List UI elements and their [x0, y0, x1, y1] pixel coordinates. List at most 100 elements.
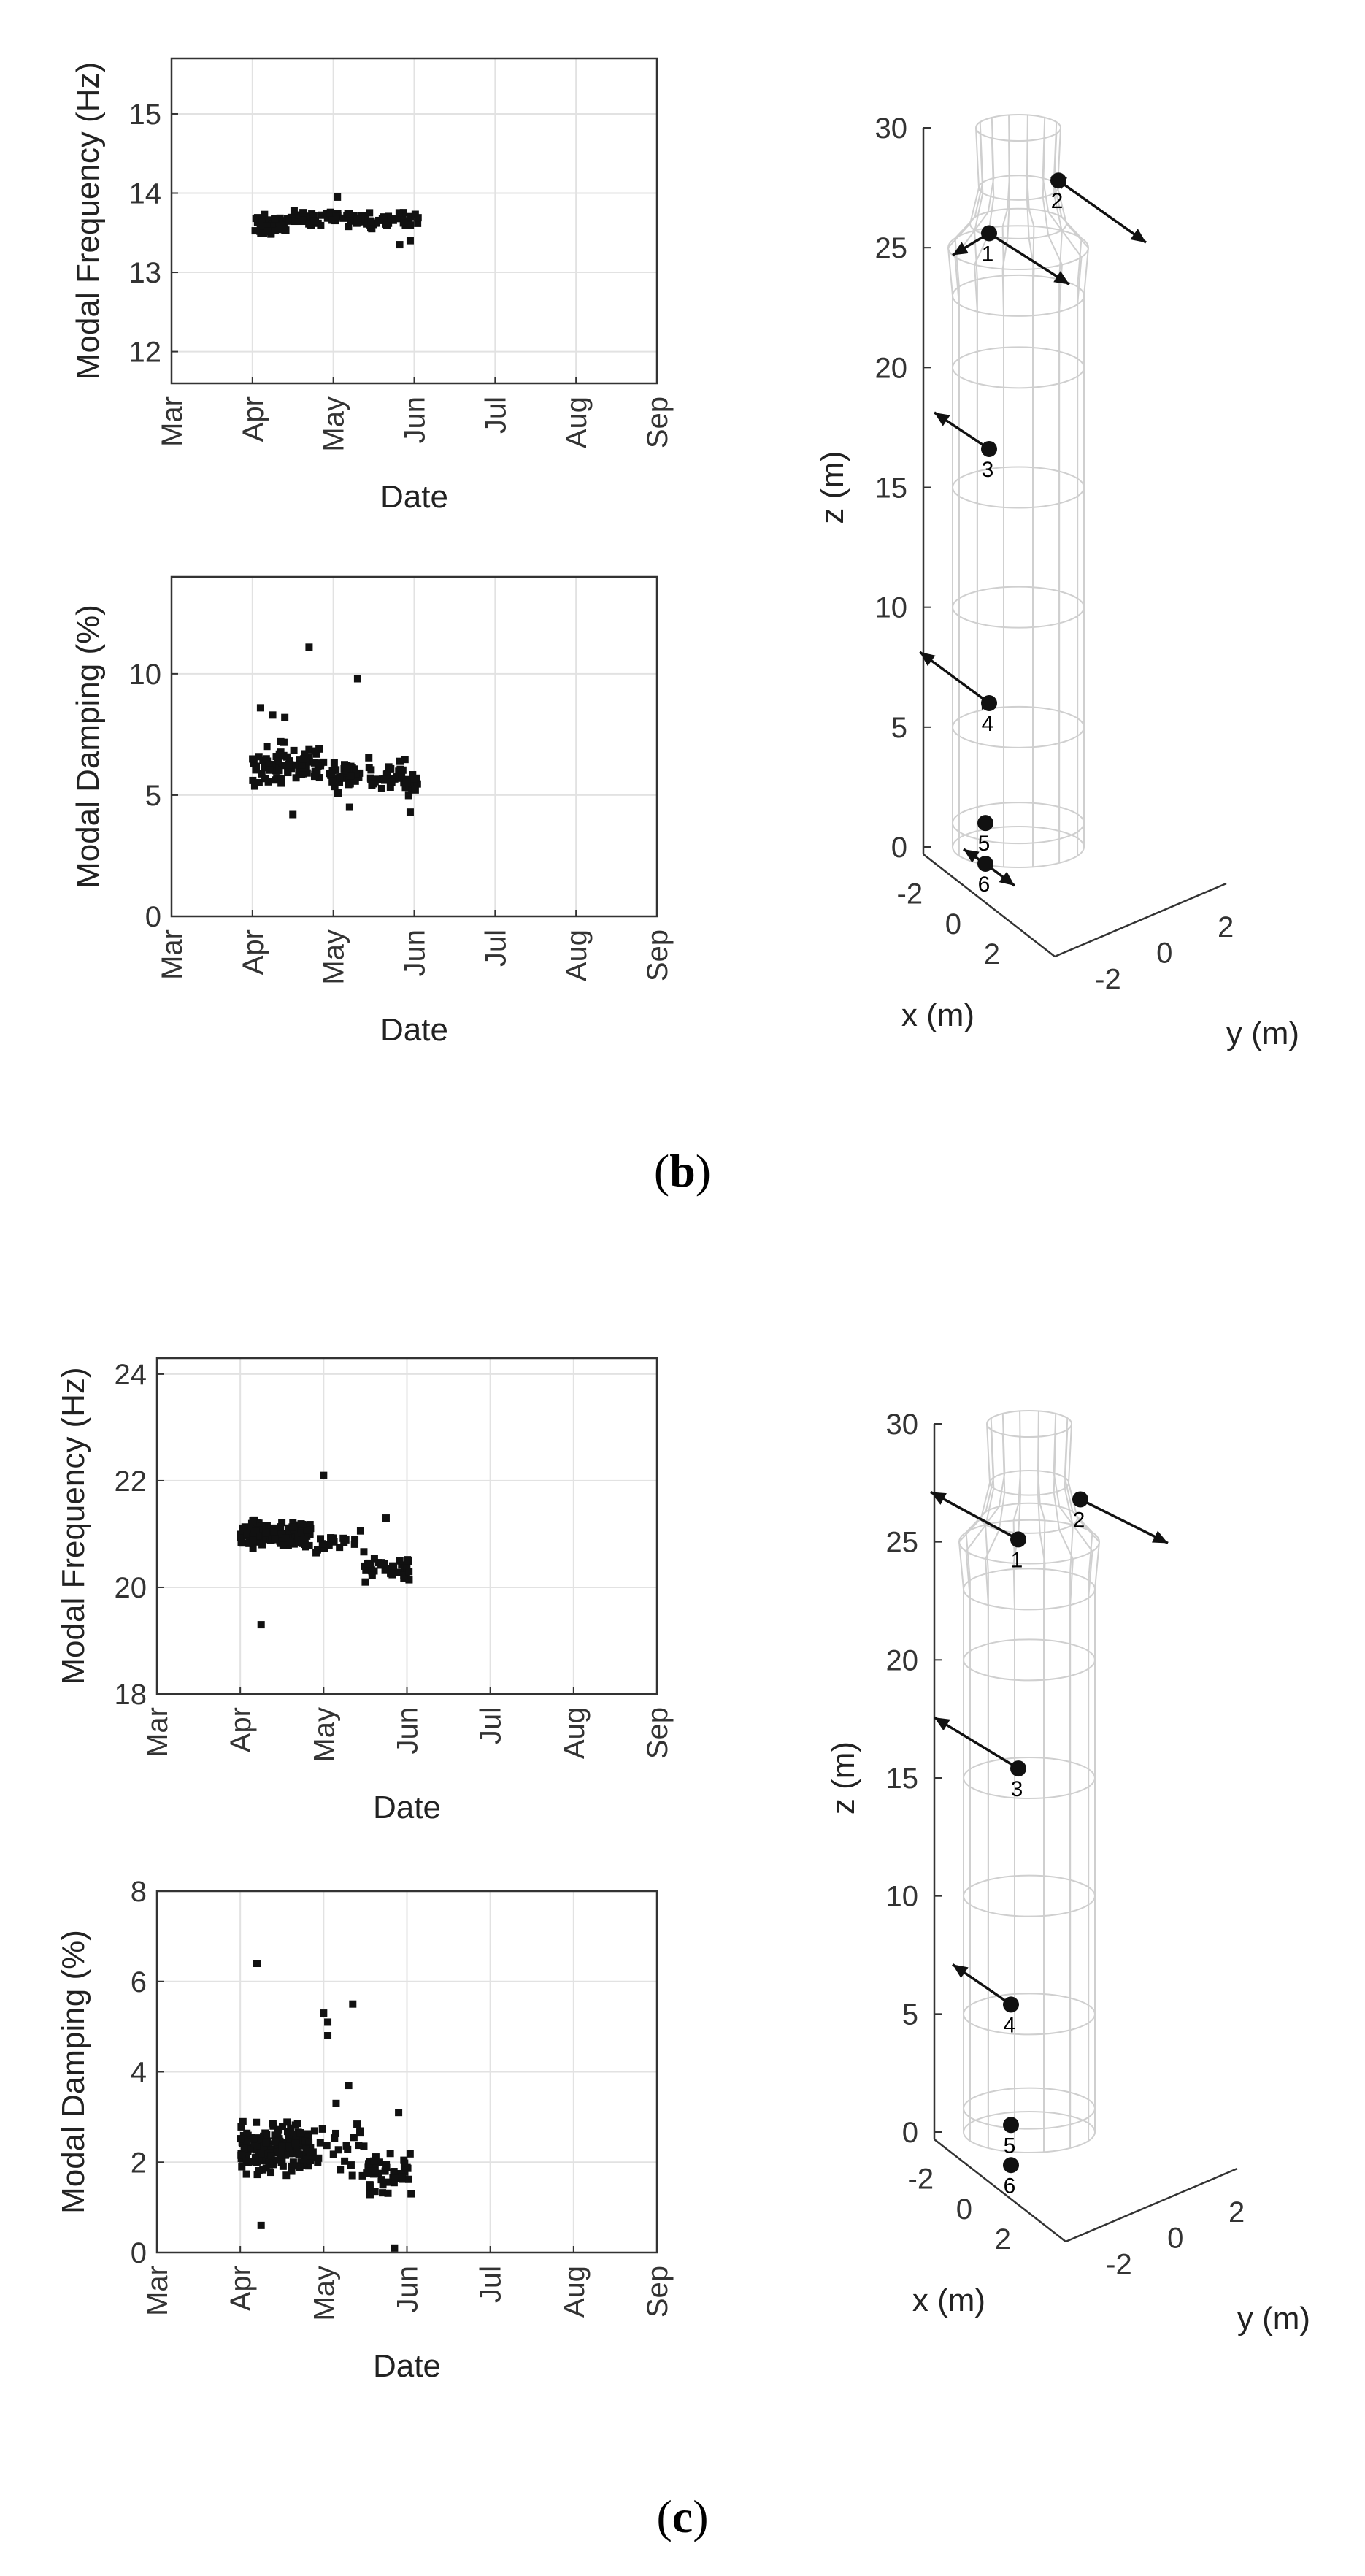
panel-b-damping-data-point — [386, 783, 394, 791]
panel-c-damping-data-point — [360, 2142, 368, 2150]
panel-c-frequency-data-point — [339, 1534, 347, 1542]
panel-c-damping-data-point — [366, 2190, 374, 2199]
panel-c-damping-data-point — [266, 2161, 274, 2169]
panel-b-frequency-xtick-label-jun: Jun — [399, 396, 431, 444]
panel-b-frequency-data-point — [334, 212, 342, 221]
panel-c-frequency-data-point — [278, 1519, 286, 1527]
panel-c-damping-xtick-label-sep: Sep — [642, 2266, 674, 2318]
panel-b-frequency-data-point — [309, 212, 318, 220]
panel-b-damping-data-point — [296, 756, 304, 764]
panel-c-frequency-data-point — [249, 1517, 257, 1525]
panel-b-frequency-ytick-label: 14 — [129, 178, 162, 210]
panel-c-damping-data-point — [309, 2148, 317, 2156]
panel-c-damping-data-point — [337, 2166, 345, 2174]
panel-b-y-tick-label: 0 — [1156, 938, 1172, 970]
panel-c-damping-data-point — [267, 2152, 275, 2160]
panel-b-frequency-data-point — [290, 207, 298, 215]
panel-c-damping-data-point — [345, 2082, 353, 2090]
panel-b-frequency-data-point — [395, 209, 403, 217]
panel-b-damping-data-point — [330, 759, 338, 767]
panel-c-y-axis-line — [1065, 2167, 1238, 2243]
panel-c-damping-data-point — [250, 2135, 258, 2143]
panel-b-damping-data-point — [409, 771, 417, 779]
panel-b-frequency-ytick-label: 15 — [129, 99, 162, 131]
panel-b-damping-ytick-label: 10 — [129, 659, 162, 691]
panel-c-damping-data-point — [293, 2144, 301, 2153]
panel-c-damping-data-point — [391, 2174, 399, 2182]
panel-c-frequency-data-point — [396, 1557, 404, 1565]
panel-c-frequency-data-point — [360, 1548, 368, 1556]
panel-c-damping-data-point — [401, 2159, 409, 2167]
panel-b-frequency-data-point — [280, 223, 288, 231]
panel-c-damping-data-point — [246, 2144, 254, 2152]
panel-b-frequency-data-point — [323, 214, 331, 222]
panel-c-frequency-chart: Mar Apr May Jun Jul Aug Sep 18 20 22 24 Date Modal F… — [55, 1357, 674, 1825]
panel-b-x-axis-label: x (m) — [901, 997, 974, 1033]
panel-c-y-axis-label: y (m) — [1237, 2301, 1310, 2337]
panel-b-damping-data-point — [253, 762, 261, 770]
panel-c-frequency-data-point — [382, 1514, 390, 1522]
panel-b-damping-data-point — [281, 713, 289, 721]
panel-c-frequency-data-point — [320, 1544, 328, 1552]
panel-c-frequency-data-point — [327, 1534, 335, 1542]
panel-c-tower-ring — [963, 1568, 1096, 1611]
panel-c-frequency-data-point — [284, 1541, 292, 1549]
panel-b-damping-data-point — [406, 808, 414, 816]
panel-b-damping-data-point — [355, 773, 363, 781]
panel-c-damping-data-point — [365, 2160, 373, 2168]
panel-c-frequency-data-point — [289, 1519, 297, 1527]
panel-b-frequency-data-point — [396, 241, 404, 249]
panel-c-frequency-data-point — [405, 1576, 413, 1584]
panel-c-damping-data-point — [371, 2167, 379, 2175]
panel-b-damping-data-point — [305, 643, 313, 651]
panel-b-z-axis-label: z (m) — [815, 451, 850, 524]
panel-c-damping-data-point — [242, 2170, 250, 2178]
panel-c-frequency-data-point — [279, 1541, 287, 1549]
panel-b-damping-data-point — [272, 767, 280, 775]
panel-b-damping-data-point — [275, 750, 283, 758]
panel-b-frequency-x-axis-label: Date — [380, 479, 448, 515]
panel-c-z-tick-label: 25 — [886, 1527, 919, 1559]
panel-b-frequency-data-point — [366, 209, 374, 217]
panel-c-frequency-data-point — [237, 1538, 245, 1546]
panel-b-damping-data-point — [285, 761, 293, 769]
panel-c-damping-data-point — [370, 2157, 378, 2165]
panel-b-x-tick-label: 2 — [984, 938, 1000, 970]
panel-b-frequency-data-point — [276, 214, 284, 222]
panel-b-frequency-data-point — [388, 215, 396, 223]
panel-b-damping-data-point — [261, 775, 269, 783]
panel-c-damping-data-point — [320, 2009, 328, 2017]
panel-b-y-tick-label: 2 — [1218, 911, 1234, 943]
panel-b-damping-xtick-label-aug: Aug — [561, 929, 593, 981]
panel-b-frequency-data-point — [334, 193, 342, 201]
panel-c-damping-data-point — [366, 2183, 374, 2191]
panel-b-frequency-data-point — [399, 213, 407, 221]
panel-b-damping-data-point — [355, 769, 364, 777]
panel-c-damping-data-point — [296, 2129, 304, 2137]
panel-c-frequency-data-point — [257, 1621, 265, 1629]
panel-c-damping-data-point — [253, 2118, 261, 2126]
panel-c-frequency-data-point — [243, 1530, 251, 1538]
panel-b-damping-data-point — [310, 773, 318, 781]
panel-b-mode-arrow — [988, 231, 1070, 285]
panel-b-damping-data-point — [382, 770, 391, 778]
panel-b-tower-meridian — [954, 122, 984, 838]
panel-c-damping-y-axis-label: Modal Damping (%) — [55, 1930, 91, 2214]
panel-c-damping-data-point — [304, 2162, 312, 2170]
panel-c-frequency-xtick-label-mar: Mar — [142, 1707, 174, 1757]
panel-c-damping-data-point — [296, 2136, 304, 2144]
panel-c-frequency-data-point — [318, 1540, 326, 1548]
panel-c-damping-data-point — [243, 2138, 251, 2146]
panel-b-frequency-data-point — [252, 215, 260, 223]
panel-c-frequency-ytick-label: 24 — [115, 1359, 147, 1391]
panel-b-tower-meridian — [1042, 117, 1063, 832]
panel-c-x-tick-label: 0 — [956, 2193, 972, 2226]
panel-c-frequency-data-point — [370, 1555, 378, 1563]
panel-c-damping-data-point — [331, 2134, 339, 2142]
panel-c-damping-data-point — [242, 2158, 250, 2166]
panel-c-damping-data-point — [295, 2150, 303, 2158]
panel-c-frequency-data-point — [277, 1530, 285, 1538]
panel-c-damping-data-point — [371, 2188, 379, 2196]
panel-c-label: (c) — [656, 2491, 708, 2542]
panel-b-damping-data-point — [413, 780, 421, 788]
